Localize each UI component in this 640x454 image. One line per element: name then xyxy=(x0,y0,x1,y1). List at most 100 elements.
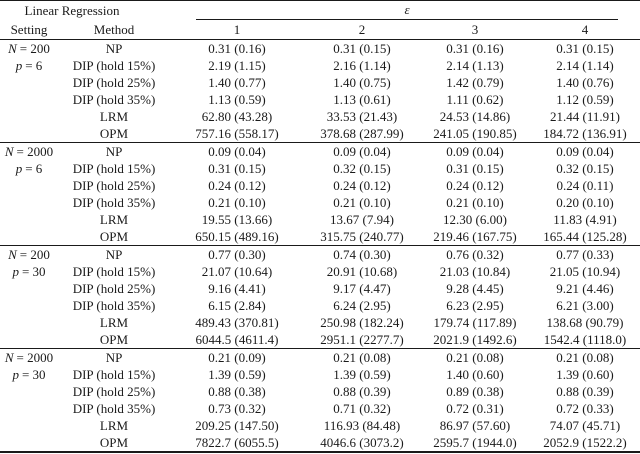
method-cell: LRM xyxy=(99,315,129,330)
value-cell: 2021.9 (1492.6) xyxy=(433,332,517,347)
method-cell: OPM xyxy=(99,435,129,450)
setting-variable: N xyxy=(8,247,17,262)
value-cell: 62.80 (43.28) xyxy=(201,109,273,124)
method-cell: DIP (hold 25%) xyxy=(72,384,156,399)
value-cell: 1.39 (0.59) xyxy=(208,367,266,382)
table-row: N = 2000 NP 0.21 (0.09) 0.21 (0.08) 0.21 (0.0… xyxy=(0,348,640,367)
value-cell: 489.43 (370.81) xyxy=(195,315,279,330)
value-cell: 0.20 (0.10) xyxy=(556,195,614,210)
setting-variable: p xyxy=(15,161,23,176)
value-cell: 21.05 (10.94) xyxy=(549,264,621,279)
value-cell: 165.44 (125.28) xyxy=(543,229,627,244)
table-row: LRM 209.25 (147.50) 116.93 (84.48) 86.97 (5… xyxy=(0,417,640,434)
table-row: DIP (hold 35%) 1.13 (0.59) 1.13 (0.61) 1.11… xyxy=(0,91,640,108)
value-cell: 2.19 (1.15) xyxy=(208,58,266,73)
table-row: DIP (hold 25%) 9.16 (4.41) 9.17 (4.47) 9.28… xyxy=(0,280,640,297)
value-cell: 0.31 (0.15) xyxy=(333,41,391,56)
setting-cell: p = 30 xyxy=(0,263,58,280)
method-cell: DIP (hold 15%) xyxy=(72,161,156,176)
value-cell: 0.09 (0.04) xyxy=(446,144,504,159)
value-cell: 1.12 (0.59) xyxy=(556,92,614,107)
value-cell: 0.31 (0.15) xyxy=(556,41,614,56)
method-cell: OPM xyxy=(99,332,129,347)
value-cell: 0.77 (0.33) xyxy=(556,247,614,262)
value-cell: 1.39 (0.60) xyxy=(556,367,614,382)
method-cell: NP xyxy=(105,144,123,159)
value-cell: 86.97 (57.60) xyxy=(439,418,511,433)
value-cell: 0.21 (0.09) xyxy=(208,350,266,365)
setting-cell xyxy=(0,177,58,194)
setting-cell xyxy=(0,211,58,228)
setting-cell: N = 2000 xyxy=(0,349,58,367)
setting-cell: p = 6 xyxy=(0,57,58,74)
table-row: N = 200 NP 0.77 (0.30) 0.74 (0.30) 0.76 (0.32… xyxy=(0,245,640,264)
table-header: Linear Regression ε Setting Method 1 2 3… xyxy=(0,1,640,40)
method-cell: DIP (hold 35%) xyxy=(72,92,156,107)
value-cell: 116.93 (84.48) xyxy=(323,418,401,433)
value-cell: 757.16 (558.17) xyxy=(195,126,279,141)
table-title: Linear Regression xyxy=(24,2,120,18)
setting-value: = 30 xyxy=(21,367,46,382)
setting-cell: N = 200 xyxy=(0,246,58,264)
setting-cell xyxy=(0,228,58,246)
value-cell: 241.05 (190.85) xyxy=(433,126,517,141)
table-row: LRM 62.80 (43.28) 33.53 (21.43) 24.53 (14.8… xyxy=(0,108,640,125)
value-cell: 138.68 (90.79) xyxy=(546,315,624,330)
setting-variable: N xyxy=(4,350,14,365)
value-cell: 1542.4 (1118.0) xyxy=(543,332,627,347)
table-row: OPM 7822.7 (6055.5) 4046.6 (3073.2) 2595.7 … xyxy=(0,434,640,452)
value-cell: 6.15 (2.84) xyxy=(208,298,266,313)
method-cell: DIP (hold 25%) xyxy=(72,178,156,193)
method-cell: DIP (hold 15%) xyxy=(72,367,156,382)
value-cell: 1.40 (0.60) xyxy=(446,367,504,382)
table-row: N = 2000 NP 0.09 (0.04) 0.09 (0.04) 0.09 (0.0… xyxy=(0,142,640,161)
value-cell: 0.21 (0.10) xyxy=(446,195,504,210)
value-cell: 0.09 (0.04) xyxy=(208,144,266,159)
value-cell: 6.23 (2.95) xyxy=(446,298,504,313)
setting-cell xyxy=(0,74,58,91)
method-cell: DIP (hold 15%) xyxy=(72,58,156,73)
value-cell: 2052.9 (1522.2) xyxy=(543,435,627,450)
value-cell: 2595.7 (1944.0) xyxy=(433,435,517,450)
table-body: N = 200 NP 0.31 (0.16) 0.31 (0.15) 0.31 (0.16… xyxy=(0,40,640,453)
table-row: DIP (hold 25%) 0.24 (0.12) 0.24 (0.12) 0.24… xyxy=(0,177,640,194)
method-cell: LRM xyxy=(99,109,129,124)
table-row: DIP (hold 25%) 1.40 (0.77) 1.40 (0.75) 1.42… xyxy=(0,74,640,91)
value-cell: 315.75 (240.77) xyxy=(320,229,404,244)
method-cell: DIP (hold 35%) xyxy=(72,401,156,416)
value-cell: 6044.5 (4611.4) xyxy=(195,332,279,347)
value-cell: 1.42 (0.79) xyxy=(446,75,504,90)
value-cell: 0.72 (0.33) xyxy=(556,401,614,416)
setting-cell xyxy=(0,108,58,125)
setting-cell: N = 2000 xyxy=(0,143,58,161)
value-cell: 0.31 (0.15) xyxy=(208,161,266,176)
method-cell: OPM xyxy=(99,126,129,141)
method-cell: DIP (hold 35%) xyxy=(72,298,156,313)
table-row: p = 30 DIP (hold 15%) 21.07 (10.64) 20.91 (1… xyxy=(0,263,640,280)
value-cell: 650.15 (489.16) xyxy=(195,229,279,244)
value-cell: 1.39 (0.59) xyxy=(333,367,391,382)
value-cell: 0.31 (0.16) xyxy=(446,41,504,56)
value-cell: 0.76 (0.32) xyxy=(446,247,504,262)
value-cell: 0.21 (0.10) xyxy=(208,195,266,210)
setting-value: = 6 xyxy=(25,58,43,73)
table-row: DIP (hold 25%) 0.88 (0.38) 0.88 (0.39) 0.89… xyxy=(0,383,640,400)
value-cell: 2951.1 (2277.7) xyxy=(320,332,404,347)
value-cell: 13.67 (7.94) xyxy=(330,212,394,227)
value-cell: 0.24 (0.12) xyxy=(208,178,266,193)
column-header-eps-3: 3 xyxy=(471,21,479,37)
table-row: LRM 19.55 (13.66) 13.67 (7.94) 12.30 (6.00)… xyxy=(0,211,640,228)
setting-cell xyxy=(0,314,58,331)
table-row: OPM 757.16 (558.17) 378.68 (287.99) 241.05 … xyxy=(0,125,640,143)
value-cell: 1.13 (0.59) xyxy=(208,92,266,107)
column-header-eps-2: 2 xyxy=(358,21,366,37)
value-cell: 0.21 (0.08) xyxy=(556,350,614,365)
setting-variable: N xyxy=(8,41,17,56)
value-cell: 4046.6 (3073.2) xyxy=(320,435,404,450)
setting-cell xyxy=(0,125,58,143)
value-cell: 6.24 (2.95) xyxy=(333,298,391,313)
setting-variable: p xyxy=(15,58,23,73)
value-cell: 0.77 (0.30) xyxy=(208,247,266,262)
value-cell: 21.44 (11.91) xyxy=(550,109,620,124)
